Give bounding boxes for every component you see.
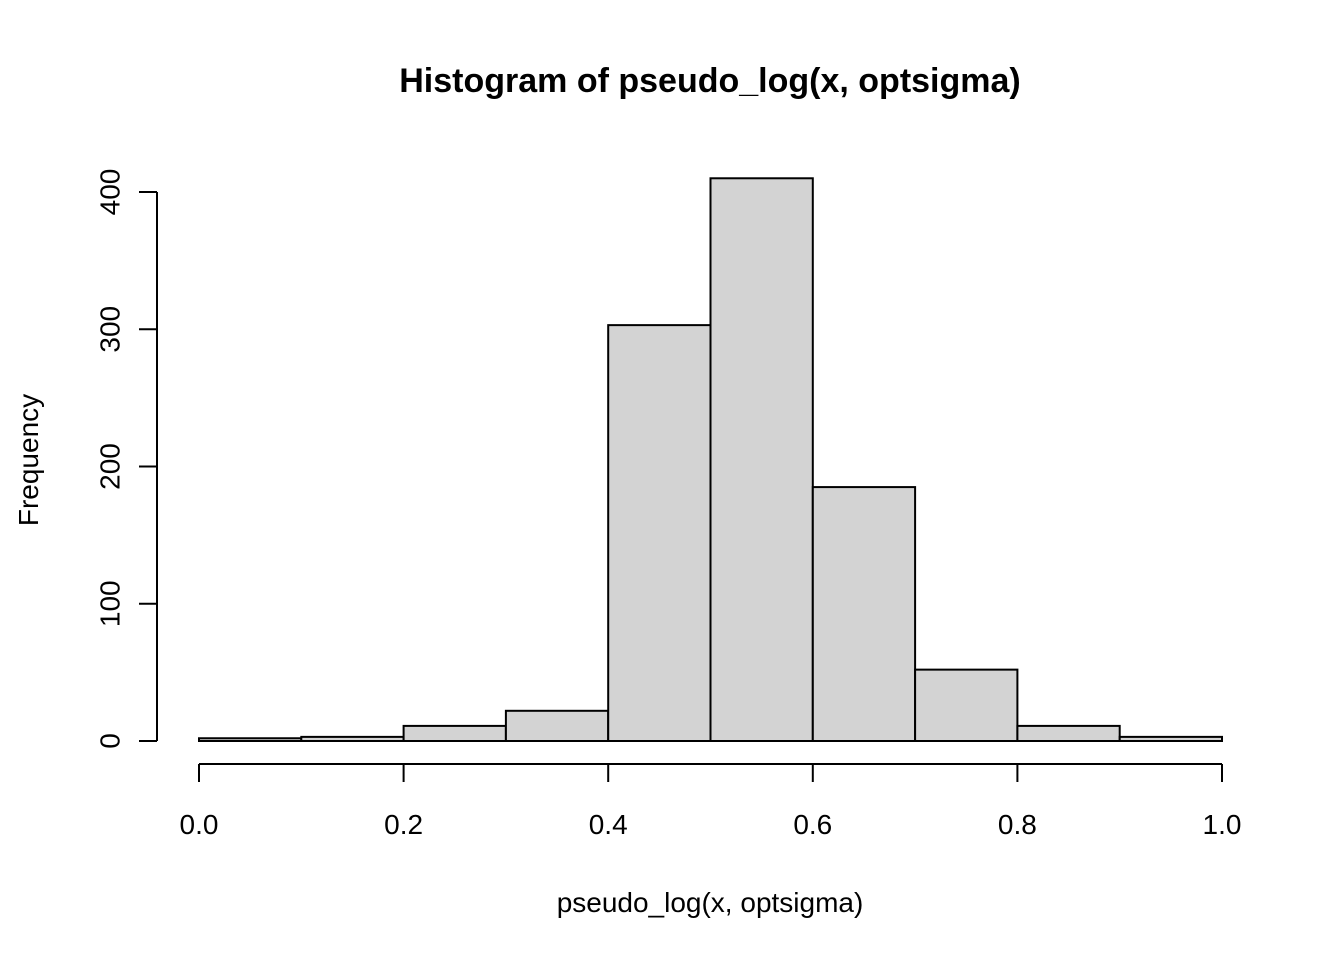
histogram-bar-9 bbox=[1016, 724, 1121, 743]
x-tick-label-0.6: 0.6 bbox=[793, 809, 832, 840]
x-tick-label-0.4: 0.4 bbox=[589, 809, 628, 840]
y-ticks: 0 100 200 300 400 bbox=[94, 169, 157, 749]
x-axis: 0.0 0.2 0.4 0.6 0.8 1.0 bbox=[180, 763, 1242, 840]
y-tick-label-200: 200 bbox=[94, 443, 125, 490]
y-tick-label-300: 300 bbox=[94, 306, 125, 353]
histogram-bar-1 bbox=[198, 737, 303, 742]
histogram-bar-7 bbox=[811, 486, 917, 742]
y-axis-label: Frequency bbox=[13, 394, 44, 526]
y-tick-label-100: 100 bbox=[94, 580, 125, 627]
y-tick-label-400: 400 bbox=[94, 169, 125, 216]
x-tick-label-0.0: 0.0 bbox=[180, 809, 219, 840]
y-axis: 0 100 200 300 400 bbox=[94, 169, 158, 749]
histogram-bars bbox=[198, 177, 1223, 743]
histogram-bar-5 bbox=[607, 324, 712, 742]
histogram-bar-8 bbox=[914, 668, 1019, 743]
histogram-bar-10 bbox=[1118, 735, 1223, 743]
x-tick-label-0.2: 0.2 bbox=[384, 809, 423, 840]
histogram-bar-3 bbox=[402, 724, 507, 743]
x-axis-label: pseudo_log(x, optsigma) bbox=[557, 887, 864, 918]
histogram-bar-2 bbox=[300, 735, 405, 743]
y-tick-label-0: 0 bbox=[94, 733, 125, 749]
x-tick-label-1.0: 1.0 bbox=[1203, 809, 1242, 840]
histogram-bar-4 bbox=[504, 709, 610, 742]
histogram-bar-6 bbox=[709, 177, 814, 742]
chart-title: Histogram of pseudo_log(x, optsigma) bbox=[399, 62, 1020, 100]
x-ticks: 0.0 0.2 0.4 0.6 0.8 1.0 bbox=[180, 764, 1242, 840]
x-tick-label-0.8: 0.8 bbox=[998, 809, 1037, 840]
